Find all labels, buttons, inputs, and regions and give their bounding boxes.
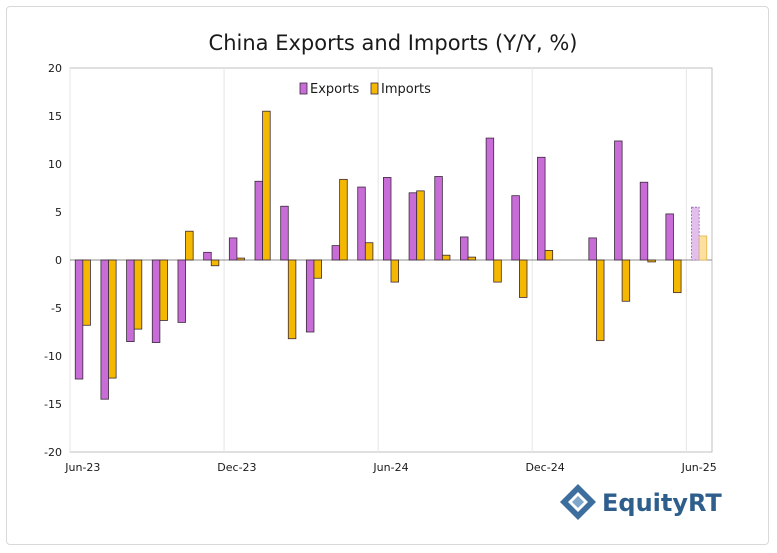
y-tick-label: -15 (44, 398, 62, 411)
imports-bar (108, 259, 117, 379)
exports-bar (434, 176, 443, 261)
x-tick-label: Jun-25 (681, 461, 717, 474)
imports-bar (185, 230, 194, 261)
y-tick-label: -5 (51, 302, 62, 315)
y-tick-label: 10 (48, 158, 62, 171)
exports-bar (460, 236, 469, 261)
exports-bar (305, 259, 315, 333)
imports-bar (673, 259, 682, 294)
y-tick-label: 0 (55, 254, 62, 267)
exports-bar (126, 259, 135, 342)
exports-bar (691, 206, 700, 261)
logo-text: EquityRT (602, 489, 722, 517)
imports-bar (364, 242, 374, 261)
imports-bar (262, 110, 271, 261)
exports-bar (665, 213, 674, 261)
legend-imports-label: Imports (381, 82, 431, 97)
exports-bar (588, 237, 597, 261)
exports-bar (485, 137, 495, 261)
imports-bar (133, 259, 143, 330)
exports-bar (537, 156, 546, 261)
exports-bar (331, 245, 341, 261)
imports-bar (416, 190, 425, 261)
exports-bar (614, 140, 623, 261)
x-tick-label: Jun-23 (64, 461, 100, 474)
exports-bar (280, 205, 289, 261)
imports-bar (519, 259, 528, 298)
exports-bar (203, 251, 212, 261)
x-tick-label: Dec-24 (525, 461, 564, 474)
chart-title: China Exports and Imports (Y/Y, %) (209, 31, 578, 55)
imports-bar (441, 254, 451, 261)
legend: Exports Imports (299, 82, 431, 97)
legend-imports-swatch (370, 82, 379, 95)
y-tick-label: 20 (48, 62, 62, 75)
exports-bar (74, 259, 84, 380)
imports-bar (313, 259, 322, 279)
imports-bar (236, 257, 245, 261)
imports-bar (159, 259, 168, 321)
exports-bar (254, 180, 263, 261)
exports-bar (408, 192, 418, 261)
exports-bar (511, 195, 520, 261)
exports-bar (639, 181, 649, 261)
exports-bar (357, 186, 366, 261)
y-tick-label: 5 (55, 206, 62, 219)
y-tick-label: 15 (48, 110, 62, 123)
legend-exports-swatch (299, 82, 308, 95)
imports-bar (493, 259, 502, 283)
legend-exports-label: Exports (310, 82, 360, 97)
imports-bar (390, 259, 399, 283)
imports-bar (467, 256, 477, 261)
imports-bar (596, 259, 605, 342)
imports-bar (621, 259, 631, 302)
imports-bar (647, 259, 656, 263)
exports-bar (151, 259, 161, 343)
exports-bar (100, 259, 109, 400)
imports-bar (544, 249, 554, 261)
x-tick-label: Jun-24 (372, 461, 408, 474)
exports-bar (177, 259, 186, 323)
y-tick-label: -20 (44, 446, 62, 459)
y-tick-label: -10 (44, 350, 62, 363)
imports-bar (210, 259, 220, 267)
imports-bar (82, 259, 91, 326)
logo-mark-core (572, 496, 584, 508)
imports-bar (698, 235, 708, 261)
equityrt-logo: EquityRT (560, 484, 722, 520)
imports-bar (287, 259, 297, 340)
x-tick-label: Dec-23 (217, 461, 256, 474)
exports-bar (382, 177, 392, 261)
imports-bar (339, 178, 348, 261)
exports-bar (228, 237, 238, 261)
